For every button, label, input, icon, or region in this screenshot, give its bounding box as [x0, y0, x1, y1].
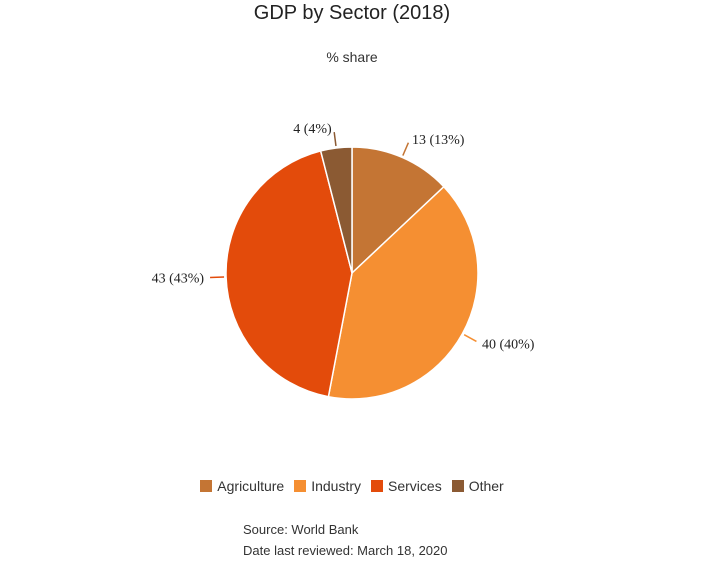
- chart-title: GDP by Sector (2018): [253, 2, 451, 24]
- legend-item-services: Services: [371, 478, 442, 494]
- legend-swatch-other: [451, 480, 464, 492]
- legend-swatch-agriculture: [200, 480, 213, 492]
- legend-item-agriculture: Agriculture: [200, 478, 284, 494]
- legend-label-industry: Industry: [311, 478, 362, 494]
- legend-swatch-industry: [294, 480, 307, 492]
- pie-slice-services: [225, 150, 353, 398]
- leader-line-agriculture: [402, 142, 410, 156]
- legend-label-agriculture: Agriculture: [217, 478, 285, 494]
- pie-slice-agriculture: [351, 146, 445, 275]
- legend-label-services: Services: [388, 478, 442, 494]
- leader-line-other: [333, 132, 337, 147]
- legend-swatch-services: [371, 480, 384, 492]
- data-label-services: 43 (43%): [152, 272, 205, 287]
- legend-item-industry: Industry: [294, 478, 361, 494]
- leader-line-industry: [463, 334, 477, 343]
- pie-slice-industry: [327, 185, 479, 400]
- pie-chart: 13 (13%) 40 (40%) 43 (43%) 4 (4%): [152, 122, 535, 400]
- data-label-other: 4 (4%): [293, 122, 332, 137]
- data-label-industry: 40 (40%): [482, 337, 535, 352]
- source-note: Source: World Bank: [243, 522, 359, 537]
- chart-legend: Agriculture Industry Services Other: [0, 478, 704, 494]
- pie-slice-other: [319, 146, 353, 274]
- date-reviewed-note: Date last reviewed: March 18, 2020: [243, 543, 448, 558]
- chart-subtitle: % share: [326, 49, 378, 65]
- data-label-agriculture: 13 (13%): [412, 133, 465, 148]
- legend-item-other: Other: [451, 478, 504, 494]
- legend-label-other: Other: [468, 478, 504, 494]
